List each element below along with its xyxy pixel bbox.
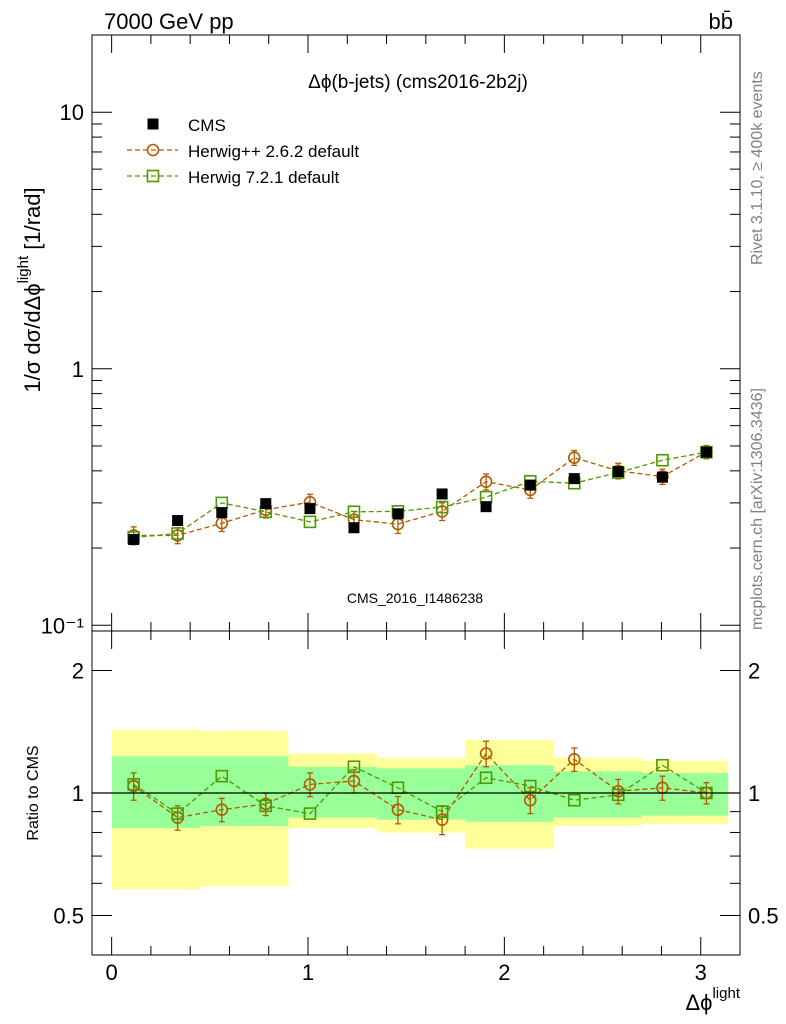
- herwig7-point: [347, 505, 361, 519]
- legend-label-cms: CMS: [188, 116, 226, 135]
- legend: CMS Herwig++ 2.6.2 default Herwig 7.2.1 …: [127, 116, 359, 187]
- cms-point: [568, 473, 580, 485]
- x-tick-label: 0: [106, 960, 118, 985]
- cms-point: [128, 533, 140, 545]
- ratio-panel: 0.5 0.5 1 1 2 2 Ratio to CMS: [25, 630, 779, 956]
- cms-point: [172, 515, 184, 527]
- x-title-main: Δϕ: [685, 990, 712, 1015]
- main-y-tick-label: 10: [60, 100, 84, 125]
- x-tick-label: 1: [302, 960, 314, 985]
- legend-symbol-cms: [147, 118, 159, 130]
- ratio-band-segment: [288, 766, 377, 818]
- x-tick-labels: 0 1 2 3: [106, 960, 707, 985]
- ratio-herwig7-point: [435, 805, 449, 818]
- main-y-axis-title: 1/σ dσ/dΔϕlight [1/rad]: [15, 187, 45, 392]
- ratio-herwigpp-point: [347, 774, 361, 788]
- ratio-herwigpp-point: [391, 803, 405, 816]
- ratio-herwig7-point: [259, 799, 273, 813]
- ratio-herwigpp-point: [567, 752, 581, 766]
- y-title-sup: light: [15, 255, 32, 283]
- ratio-y-tick-label-left: 0.5: [53, 904, 84, 929]
- watermark: CMS_2016_I1486238: [347, 590, 483, 606]
- legend-symbol-herwigpp: [146, 143, 160, 157]
- ratio-herwig7-line: [133, 764, 707, 815]
- ratio-herwigpp-line: [133, 752, 707, 821]
- ratio-y-tick-label-left: 2: [72, 658, 84, 683]
- process-label: bb̄: [709, 9, 733, 34]
- cms-point: [436, 488, 448, 500]
- cms-point: [304, 503, 316, 515]
- side-text-top: Rivet 3.1.10, ≥ 400k events: [749, 71, 766, 265]
- main-y-tick-label: 1: [72, 357, 84, 382]
- main-panel: 10⁻¹ 1 10 Δϕ(b-jets) (cms2016-2b2j) CMS_20…: [15, 34, 741, 638]
- herwig7-point: [479, 490, 493, 504]
- ratio-herwigpp-point: [215, 803, 229, 816]
- cms-point: [656, 471, 668, 483]
- ratio-herwig7-point: [567, 793, 581, 807]
- x-title-sup: light: [712, 985, 740, 1002]
- cms-point: [348, 522, 360, 534]
- ratio-herwigpp-point: [303, 778, 317, 791]
- ratio-herwig7-point: [347, 760, 361, 774]
- ratio-herwig7-point: [523, 779, 537, 793]
- cms-point: [216, 507, 228, 519]
- legend-label-herwigpp: Herwig++ 2.6.2 default: [188, 142, 359, 161]
- herwig7-point: [435, 500, 449, 514]
- ratio-band-segment: [111, 756, 200, 829]
- ratio-herwig7-point: [656, 758, 669, 772]
- ratio-herwig7-point: [127, 778, 140, 791]
- herwigpp-point: [479, 475, 493, 488]
- ratio-herwig7-point: [215, 769, 229, 783]
- ratio-band-segment: [553, 771, 642, 818]
- x-tick-label: 2: [498, 960, 510, 985]
- main-title: Δϕ(b-jets) (cms2016-2b2j): [308, 72, 528, 93]
- cms-point: [392, 508, 404, 520]
- ratio-y-tick-label-left: 1: [72, 781, 84, 806]
- ratio-ticks: 0.5 0.5 1 1 2 2: [53, 631, 779, 956]
- x-axis-title: Δϕlight: [685, 985, 740, 1015]
- legend-label-herwig7: Herwig 7.2.1 default: [188, 168, 339, 187]
- x-tick-label: 3: [695, 960, 707, 985]
- ratio-herwigpp-point: [435, 813, 449, 826]
- ratio-marks: [127, 740, 713, 836]
- cms-point: [260, 498, 272, 510]
- herwigpp-line: [133, 451, 707, 537]
- cms-point: [612, 466, 624, 478]
- herwig7-point: [171, 527, 184, 540]
- cms-point: [700, 446, 712, 458]
- ratio-bands: [111, 729, 729, 890]
- cms-point: [524, 479, 536, 491]
- main-marks: [127, 444, 713, 546]
- ratio-y-tick-label-right: 1: [748, 781, 760, 806]
- herwigpp-point: [567, 451, 581, 465]
- main-ticks: 10⁻¹ 1 10: [41, 34, 741, 638]
- ratio-herwig7-point: [171, 807, 184, 820]
- legend-symbol-herwig7: [146, 169, 160, 183]
- ratio-band-segment: [376, 768, 466, 820]
- ratio-herwigpp-point: [523, 793, 537, 807]
- main-y-tick-label: 10⁻¹: [41, 613, 84, 638]
- ratio-herwig7-point: [303, 807, 317, 820]
- herwig7-line: [133, 451, 707, 539]
- herwig7-point: [303, 515, 317, 529]
- cms-point: [480, 501, 492, 513]
- y-title-part-a: 1/σ dσ/dΔϕ: [20, 283, 45, 392]
- energy-label: 7000 GeV pp: [104, 9, 234, 34]
- y-title-unit: [1/rad]: [20, 187, 45, 255]
- side-text-bottom: mcplots.cern.ch [arXiv:1306.3436]: [749, 388, 766, 630]
- ratio-herwigpp-point: [479, 747, 493, 760]
- ratio-herwig7-point: [611, 788, 625, 802]
- ratio-y-axis-title: Ratio to CMS: [25, 745, 42, 840]
- ratio-y-tick-label-right: 0.5: [748, 904, 779, 929]
- herwig7-point: [656, 453, 669, 467]
- ratio-herwig7-point: [479, 771, 493, 785]
- ratio-y-tick-label-right: 2: [748, 658, 760, 683]
